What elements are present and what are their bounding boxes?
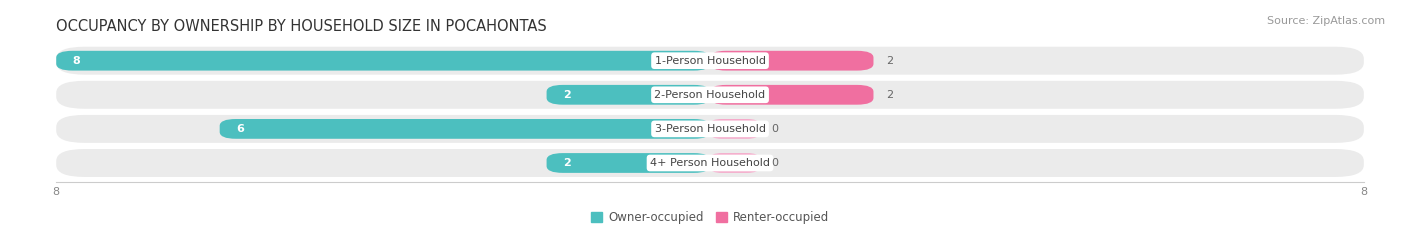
Text: 2: 2 bbox=[886, 90, 893, 100]
FancyBboxPatch shape bbox=[219, 119, 710, 139]
FancyBboxPatch shape bbox=[56, 149, 1364, 177]
Text: 2: 2 bbox=[562, 90, 571, 100]
Text: 8: 8 bbox=[73, 56, 80, 66]
Text: 2: 2 bbox=[562, 158, 571, 168]
FancyBboxPatch shape bbox=[710, 85, 873, 105]
Text: 4+ Person Household: 4+ Person Household bbox=[650, 158, 770, 168]
FancyBboxPatch shape bbox=[56, 47, 1364, 75]
FancyBboxPatch shape bbox=[710, 153, 759, 173]
FancyBboxPatch shape bbox=[56, 81, 1364, 109]
FancyBboxPatch shape bbox=[710, 51, 873, 71]
FancyBboxPatch shape bbox=[547, 85, 710, 105]
Text: 6: 6 bbox=[236, 124, 243, 134]
Text: 2: 2 bbox=[886, 56, 893, 66]
Text: 0: 0 bbox=[772, 158, 779, 168]
Text: 0: 0 bbox=[772, 124, 779, 134]
Text: 1-Person Household: 1-Person Household bbox=[655, 56, 765, 66]
FancyBboxPatch shape bbox=[56, 51, 710, 71]
Text: 3-Person Household: 3-Person Household bbox=[655, 124, 765, 134]
Text: OCCUPANCY BY OWNERSHIP BY HOUSEHOLD SIZE IN POCAHONTAS: OCCUPANCY BY OWNERSHIP BY HOUSEHOLD SIZE… bbox=[56, 19, 547, 34]
FancyBboxPatch shape bbox=[56, 115, 1364, 143]
FancyBboxPatch shape bbox=[710, 119, 759, 139]
Legend: Owner-occupied, Renter-occupied: Owner-occupied, Renter-occupied bbox=[586, 206, 834, 229]
FancyBboxPatch shape bbox=[547, 153, 710, 173]
Text: 2-Person Household: 2-Person Household bbox=[654, 90, 766, 100]
Text: Source: ZipAtlas.com: Source: ZipAtlas.com bbox=[1267, 16, 1385, 26]
